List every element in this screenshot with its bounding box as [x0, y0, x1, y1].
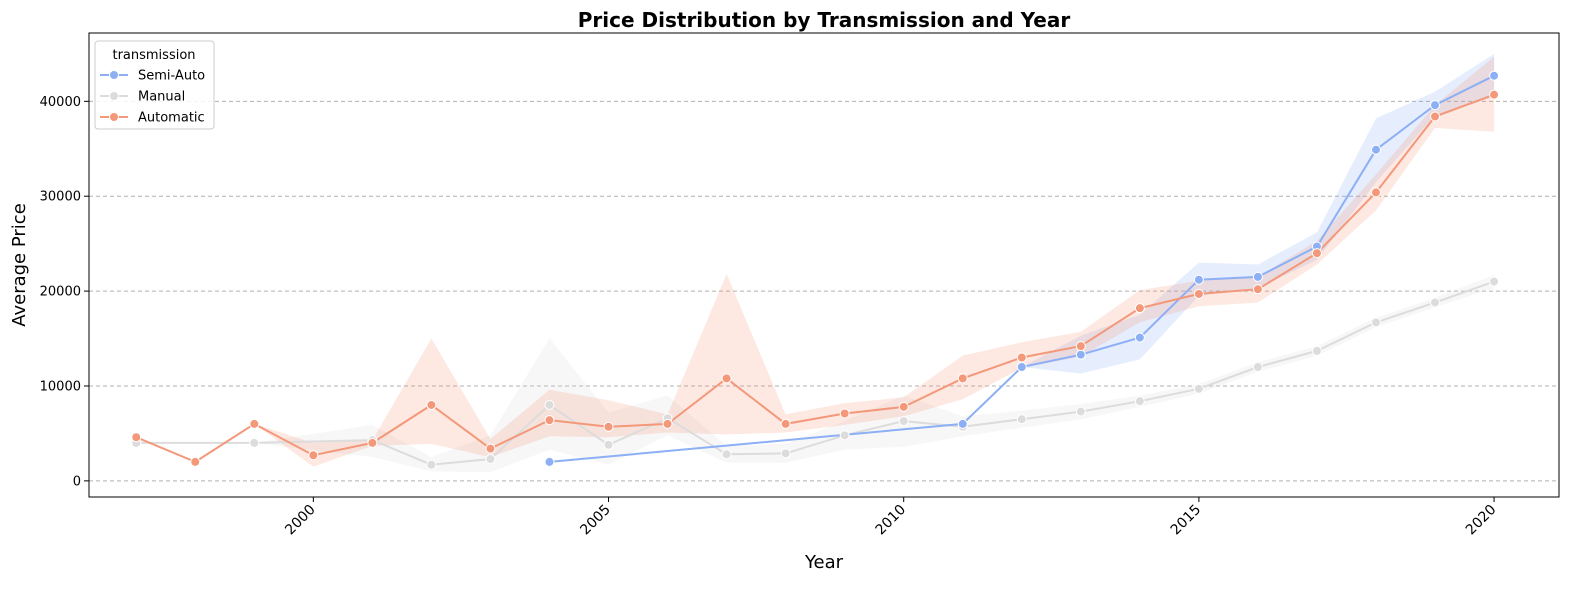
- manual-point: [1430, 297, 1441, 308]
- automatic-point: [1134, 303, 1145, 314]
- confidence-bands: [136, 53, 1495, 473]
- chart-title: Price Distribution by Transmission and Y…: [578, 8, 1071, 32]
- manual-point: [780, 448, 791, 459]
- x-tick-label: 2020: [1463, 502, 1500, 539]
- manual-point: [1311, 345, 1322, 356]
- automatic-point: [367, 437, 378, 448]
- automatic-point: [1430, 111, 1441, 122]
- semi-auto-ci-band: [549, 53, 1495, 462]
- legend-box: [94, 40, 215, 130]
- semi-auto-point: [544, 456, 555, 467]
- manual-point: [1075, 406, 1086, 417]
- automatic-point: [780, 418, 791, 429]
- manual-point: [1134, 396, 1145, 407]
- legend-title: transmission: [112, 48, 195, 63]
- manual-point: [603, 439, 614, 450]
- x-tick-label: 2015: [1168, 502, 1205, 539]
- automatic-point: [1311, 248, 1322, 259]
- grid-lines: [89, 100, 1559, 482]
- legend-items: Semi-Auto Manual Automatic: [100, 69, 205, 126]
- manual-point: [485, 454, 496, 465]
- x-tick-label: 2005: [577, 502, 614, 539]
- y-tick-label: 0: [73, 474, 81, 489]
- legend-label-manual: Manual: [138, 90, 185, 105]
- series-lines: [135, 74, 1495, 466]
- automatic-point: [839, 408, 850, 419]
- automatic-point: [308, 450, 319, 461]
- manual-point: [1252, 362, 1263, 373]
- semi-auto-point: [957, 418, 968, 429]
- automatic-point: [544, 415, 555, 426]
- automatic-ci-band: [136, 56, 1495, 467]
- automatic-point: [603, 421, 614, 432]
- automatic-point: [1016, 352, 1027, 363]
- semi-auto-point: [1430, 100, 1441, 111]
- x-axis-ticks: 2000 2005 2010 2015 2020: [282, 497, 1499, 538]
- manual-ci-band: [136, 275, 1495, 473]
- automatic-point: [957, 373, 968, 384]
- manual-point: [839, 430, 850, 441]
- manual-point: [898, 416, 909, 427]
- semi-auto-point: [1016, 362, 1027, 373]
- y-tick-label: 20000: [40, 285, 81, 300]
- y-axis-label: Average Price: [9, 203, 30, 327]
- manual-point: [1193, 383, 1204, 394]
- automatic-point: [1193, 288, 1204, 299]
- semi-auto-point: [1134, 332, 1145, 343]
- automatic-point: [721, 373, 732, 384]
- manual-point: [1016, 414, 1027, 425]
- automatic-point: [898, 401, 909, 412]
- legend-marker-automatic: [109, 112, 119, 122]
- manual-line: [136, 280, 1495, 466]
- semi-auto-point: [1489, 70, 1500, 81]
- plot-frame: [88, 32, 1560, 498]
- manual-point: [426, 459, 437, 470]
- automatic-point: [662, 418, 673, 429]
- manual-point: [1489, 276, 1500, 287]
- manual-point: [1370, 317, 1381, 328]
- semi-auto-point: [1370, 144, 1381, 155]
- x-tick-label: 2010: [873, 502, 910, 539]
- automatic-point: [485, 443, 496, 454]
- manual-point: [544, 399, 555, 410]
- series-points: [131, 70, 1500, 470]
- y-tick-label: 10000: [40, 379, 81, 394]
- legend-marker-semi-auto: [109, 70, 119, 80]
- semi-auto-point: [1075, 349, 1086, 360]
- automatic-point: [131, 432, 142, 443]
- legend: transmission Semi-Auto Manual Automatic: [94, 40, 215, 130]
- y-tick-label: 40000: [40, 95, 81, 110]
- y-axis-ticks: 0 10000 20000 30000 40000: [40, 95, 89, 489]
- automatic-point: [249, 418, 260, 429]
- x-axis-label: Year: [804, 552, 844, 573]
- automatic-point: [426, 399, 437, 410]
- legend-marker-manual: [109, 91, 119, 101]
- manual-point: [721, 449, 732, 460]
- legend-label-semi-auto: Semi-Auto: [138, 69, 205, 84]
- legend-label-automatic: Automatic: [138, 111, 205, 126]
- automatic-point: [1370, 187, 1381, 198]
- automatic-point: [190, 456, 201, 467]
- automatic-point: [1252, 284, 1263, 295]
- semi-auto-point: [1252, 271, 1263, 282]
- manual-point: [249, 437, 260, 448]
- y-tick-label: 30000: [40, 190, 81, 205]
- automatic-line: [135, 93, 1495, 464]
- automatic-point: [1489, 89, 1500, 100]
- automatic-point: [1075, 341, 1086, 352]
- semi-auto-point: [1193, 274, 1204, 285]
- x-tick-label: 2000: [282, 502, 319, 539]
